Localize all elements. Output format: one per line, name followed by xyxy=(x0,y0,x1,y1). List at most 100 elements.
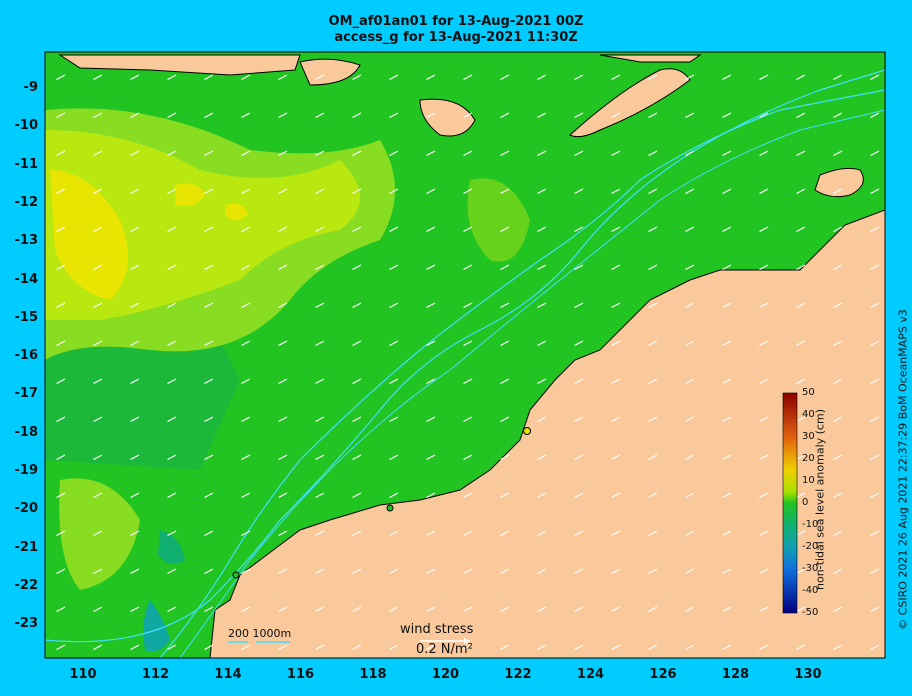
wind-arrow xyxy=(389,454,399,461)
y-tick-label: -20 xyxy=(14,501,39,517)
wind-arrow xyxy=(93,264,103,271)
wind-arrow xyxy=(389,492,399,499)
wind-arrow xyxy=(278,530,288,537)
wind-arrow xyxy=(722,606,732,613)
wind-arrow xyxy=(204,454,214,461)
wind-arrow xyxy=(241,492,251,499)
wind-arrow xyxy=(167,606,177,613)
wind-arrow xyxy=(93,150,103,157)
wind-arrow xyxy=(130,112,140,119)
wind-arrow xyxy=(500,302,510,309)
wind-arrow xyxy=(537,188,547,195)
station-marker xyxy=(523,427,531,435)
wind-arrow xyxy=(426,302,436,309)
wind-arrow xyxy=(278,454,288,461)
wind-arrow xyxy=(389,112,399,119)
wind-arrow xyxy=(167,188,177,195)
y-tick-label: -11 xyxy=(14,156,39,172)
wind-arrow xyxy=(574,226,584,233)
wind-arrow xyxy=(389,74,399,81)
wind-arrow xyxy=(426,74,436,81)
wind-arrow xyxy=(315,150,325,157)
wind-arrow xyxy=(722,644,732,651)
wind-arrow xyxy=(833,74,843,81)
wind-arrow xyxy=(167,150,177,157)
wind-arrow xyxy=(426,226,436,233)
wind-arrow xyxy=(796,112,806,119)
wind-arrow xyxy=(93,188,103,195)
map-title-line2: access_g for 13-Aug-2021 11:30Z xyxy=(334,30,578,45)
land-island xyxy=(814,167,864,198)
wind-arrow xyxy=(56,302,66,309)
wind-arrow xyxy=(759,112,769,119)
wind-arrow xyxy=(93,416,103,423)
wind-arrow xyxy=(537,606,547,613)
wind-arrow xyxy=(315,74,325,81)
wind-arrow xyxy=(389,606,399,613)
wind-arrow xyxy=(463,568,473,575)
wind-arrow xyxy=(426,416,436,423)
wind-arrow xyxy=(722,454,732,461)
wind-arrow xyxy=(648,112,658,119)
map-frame xyxy=(44,51,886,659)
wind-arrow xyxy=(352,492,362,499)
wind-arrow xyxy=(796,454,806,461)
wind-arrow xyxy=(93,340,103,347)
y-tick-label: -22 xyxy=(14,577,39,593)
wind-arrow xyxy=(130,264,140,271)
wind-arrow xyxy=(537,378,547,385)
wind-arrow xyxy=(389,378,399,385)
y-tick-label: -10 xyxy=(14,118,39,134)
wind-arrow xyxy=(426,644,436,651)
wind-arrow xyxy=(574,644,584,651)
wind-arrow xyxy=(833,530,843,537)
wind-arrow xyxy=(574,416,584,423)
wind-arrow xyxy=(315,530,325,537)
land-island xyxy=(599,54,702,63)
wind-arrow xyxy=(315,606,325,613)
wind-arrow xyxy=(537,74,547,81)
wind-arrow xyxy=(56,340,66,347)
wind-arrow xyxy=(648,264,658,271)
colorbar-tick: -30 xyxy=(802,563,819,574)
wind-arrow xyxy=(426,378,436,385)
wind-arrow xyxy=(389,568,399,575)
wind-arrow xyxy=(611,492,621,499)
wind-arrow xyxy=(722,302,732,309)
wind-arrow xyxy=(389,644,399,651)
colorbar-tick: -10 xyxy=(802,519,819,530)
wind-arrow xyxy=(93,530,103,537)
wind-arrow xyxy=(648,74,658,81)
wind-arrow xyxy=(574,340,584,347)
colorbar-tick: -20 xyxy=(802,541,819,552)
wind-arrow xyxy=(463,150,473,157)
land-island xyxy=(58,54,301,76)
wind-arrow xyxy=(685,492,695,499)
wind-arrow xyxy=(167,74,177,81)
wind-arrow xyxy=(870,226,880,233)
wind-arrow xyxy=(204,302,214,309)
wind-arrow xyxy=(648,150,658,157)
wind-arrow xyxy=(574,264,584,271)
wind-arrow xyxy=(241,74,251,81)
wind-arrow xyxy=(463,530,473,537)
wind-arrow xyxy=(56,416,66,423)
wind-arrow xyxy=(574,454,584,461)
wind-arrow xyxy=(241,112,251,119)
wind-arrow xyxy=(167,264,177,271)
wind-arrow xyxy=(500,74,510,81)
wind-arrow xyxy=(611,112,621,119)
wind-arrow xyxy=(500,454,510,461)
wind-arrow xyxy=(870,112,880,119)
wind-arrow xyxy=(722,530,732,537)
wind-arrow xyxy=(796,606,806,613)
wind-arrow xyxy=(574,530,584,537)
wind-arrow xyxy=(93,112,103,119)
wind-arrow xyxy=(204,416,214,423)
wind-arrow xyxy=(56,150,66,157)
wind-arrow xyxy=(352,568,362,575)
wind-arrow xyxy=(870,378,880,385)
wind-arrow xyxy=(611,416,621,423)
wind-arrow xyxy=(500,226,510,233)
y-tick-label: -9 xyxy=(23,80,38,95)
